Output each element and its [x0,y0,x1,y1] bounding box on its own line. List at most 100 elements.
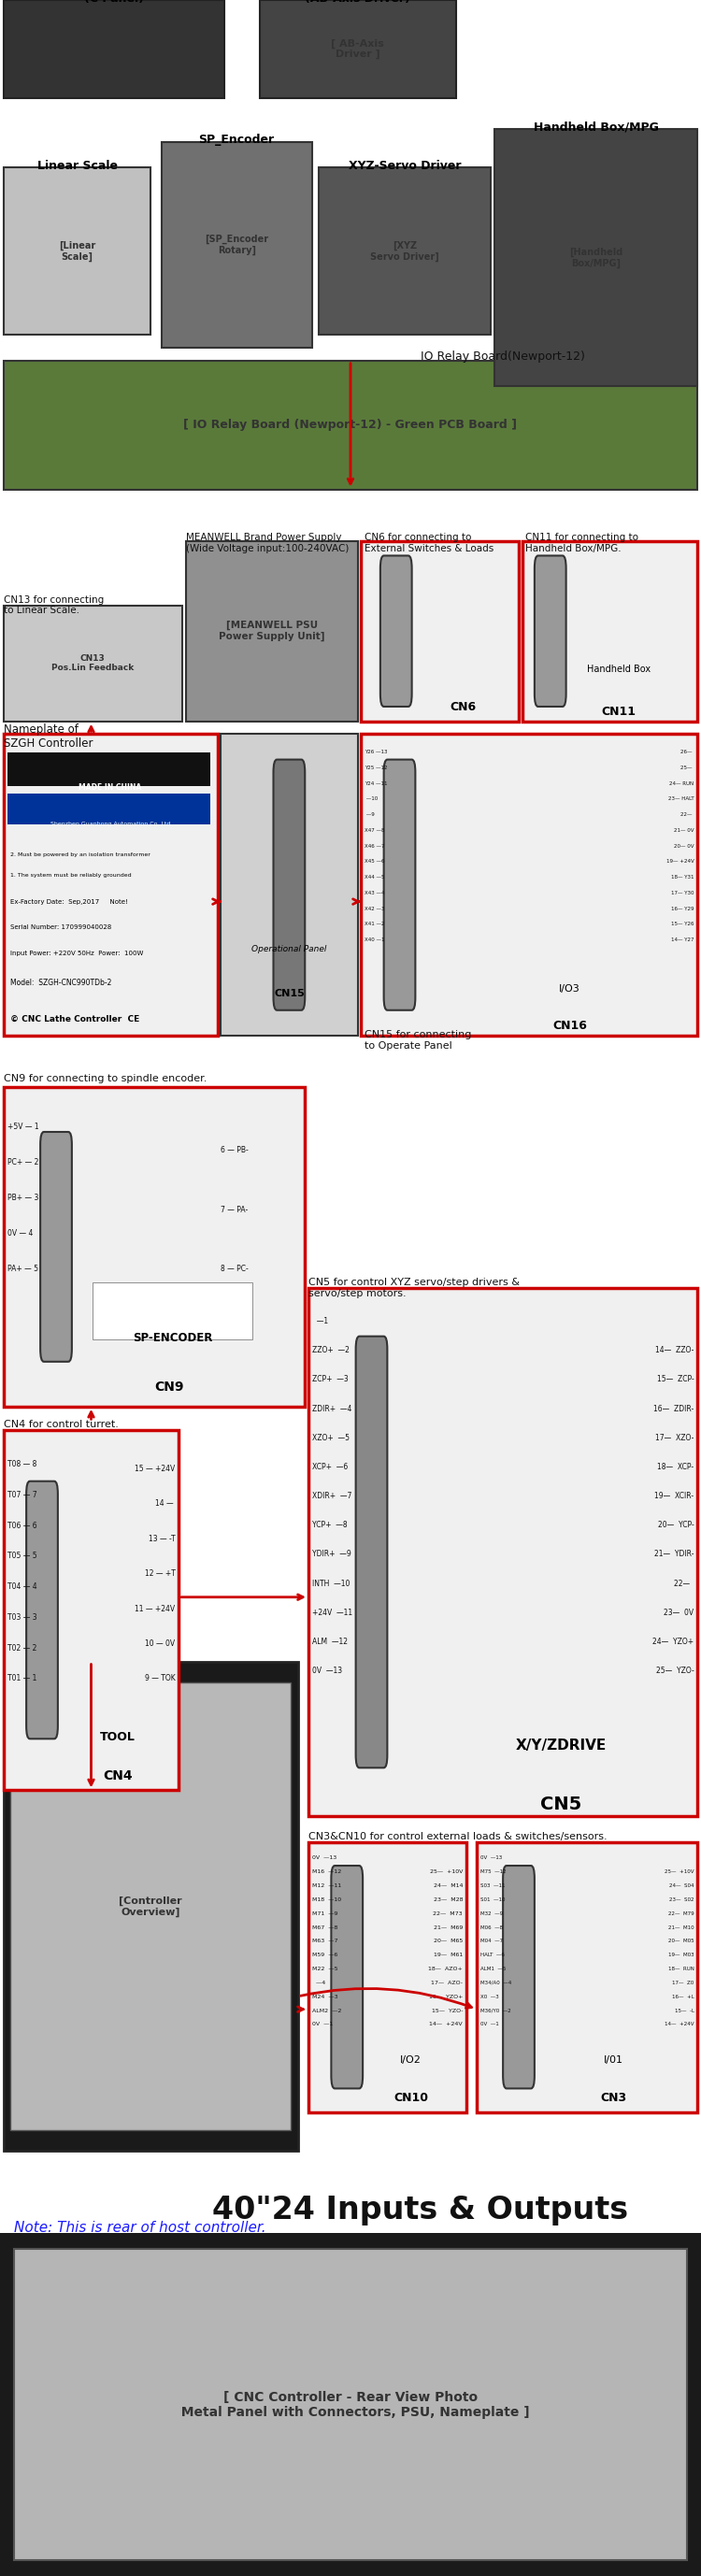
Text: CN13
Pos.Lin Feedback: CN13 Pos.Lin Feedback [52,654,134,672]
Text: 16— Y29: 16— Y29 [671,907,694,912]
FancyBboxPatch shape [356,1337,388,1767]
Text: M22  —5: M22 —5 [312,1965,338,1971]
Text: X42 —3: X42 —3 [365,907,385,912]
Text: 13 — -T: 13 — -T [149,1535,175,1543]
Text: T07 — 7: T07 — 7 [7,1492,36,1499]
FancyBboxPatch shape [494,129,697,386]
Text: SP_Encoder: SP_Encoder [198,134,275,147]
Text: CN13 for connecting
to Linear Scale.: CN13 for connecting to Linear Scale. [4,595,104,616]
Text: [Controller
Overview]: [Controller Overview] [119,1896,182,1917]
Text: 18—  RUN: 18— RUN [668,1965,694,1971]
Text: S01  —10: S01 —10 [480,1899,505,1901]
Text: 6 — PB-: 6 — PB- [221,1146,249,1154]
Text: 7 — PA-: 7 — PA- [221,1206,248,1213]
Text: —10: —10 [365,796,378,801]
Text: M71  —9: M71 —9 [312,1911,338,1917]
Text: 18—  AZO+: 18— AZO+ [428,1965,463,1971]
Text: © CNC Lathe Controller  CE: © CNC Lathe Controller CE [11,1015,139,1023]
Text: CN5: CN5 [540,1795,582,1814]
Text: 25—  +10V: 25— +10V [665,1870,694,1875]
Text: X46 —7: X46 —7 [365,845,385,848]
Text: M67  —8: M67 —8 [312,1924,338,1929]
Text: M04  —7: M04 —7 [480,1940,503,1945]
Text: ALM  —12: ALM —12 [312,1638,348,1646]
Text: T03 — 3: T03 — 3 [7,1613,36,1623]
Text: 24—  M14: 24— M14 [433,1883,463,1888]
FancyBboxPatch shape [384,760,416,1010]
FancyBboxPatch shape [534,556,566,706]
FancyBboxPatch shape [27,1481,57,1739]
Text: ZZO+  —2: ZZO+ —2 [312,1347,349,1355]
Text: 17—  AZO-: 17— AZO- [431,1981,463,1986]
FancyBboxPatch shape [4,1430,179,1790]
Text: 12 — +T: 12 — +T [144,1569,175,1579]
Text: M63  —7: M63 —7 [312,1940,338,1945]
Text: 25—: 25— [681,765,694,770]
Text: 8 — PC-: 8 — PC- [221,1265,249,1273]
Text: 16—  YZO+: 16— YZO+ [428,1994,463,1999]
Text: CN3&CN10 for control external loads & switches/sensors.: CN3&CN10 for control external loads & sw… [308,1832,607,1842]
Text: 40"24 Inputs & Outputs: 40"24 Inputs & Outputs [212,2195,629,2226]
FancyBboxPatch shape [308,1842,466,2112]
Text: Y25 —12: Y25 —12 [365,765,388,770]
FancyBboxPatch shape [4,605,182,721]
Text: CN9 for connecting to spindle encoder.: CN9 for connecting to spindle encoder. [4,1074,207,1084]
FancyBboxPatch shape [4,167,151,335]
Text: Serial Number: 170999040028: Serial Number: 170999040028 [11,925,111,930]
FancyBboxPatch shape [14,2249,687,2561]
Text: 15—  ZCP-: 15— ZCP- [657,1376,694,1383]
FancyBboxPatch shape [161,142,312,348]
Text: PB+ — 3: PB+ — 3 [7,1193,38,1203]
FancyBboxPatch shape [4,361,697,489]
Text: 21—  YDIR-: 21— YDIR- [654,1551,694,1558]
FancyBboxPatch shape [361,734,697,1036]
Text: CN6 for connecting to
External Switches & Loads: CN6 for connecting to External Switches … [365,533,494,554]
Text: M24  —3: M24 —3 [312,1994,338,1999]
Text: MADE IN CHINA: MADE IN CHINA [79,783,142,791]
Text: +24V  —11: +24V —11 [312,1607,352,1618]
Text: I/O3: I/O3 [559,984,580,994]
FancyBboxPatch shape [4,0,224,98]
Text: 23—  S02: 23— S02 [669,1899,694,1901]
Text: T02 — 2: T02 — 2 [7,1643,36,1651]
Text: Operational Panel: Operational Panel [252,945,327,953]
Text: 23—  0V: 23— 0V [664,1607,694,1618]
Text: X44 —5: X44 —5 [365,876,385,881]
Text: T04 — 4: T04 — 4 [7,1582,36,1592]
Text: —4: —4 [312,1981,325,1986]
Text: 24— RUN: 24— RUN [669,781,694,786]
Text: 14—  +24V: 14— +24V [665,2022,694,2027]
Text: 18— Y31: 18— Y31 [671,876,694,881]
Text: 22—  M73: 22— M73 [433,1911,463,1917]
Text: 20—  M65: 20— M65 [433,1940,463,1945]
Text: XDIR+  —7: XDIR+ —7 [312,1492,351,1499]
Text: YDIR+  —9: YDIR+ —9 [312,1551,351,1558]
Text: 9 — TOK: 9 — TOK [144,1674,175,1682]
Text: 19—  XCIR-: 19— XCIR- [655,1492,694,1499]
Text: [ CNC Controller - Rear View Photo
  Metal Panel with Connectors, PSU, Nameplate: [ CNC Controller - Rear View Photo Metal… [172,2391,529,2419]
Text: [SP_Encoder
Rotary]: [SP_Encoder Rotary] [205,234,268,255]
Text: CN6: CN6 [450,701,477,714]
Text: Note: This is rear of host controller.: Note: This is rear of host controller. [14,2221,266,2233]
Text: 17—  XZO-: 17— XZO- [655,1435,694,1443]
Text: 22—  M79: 22— M79 [668,1911,694,1917]
Text: ALM2  —2: ALM2 —2 [312,2009,341,2012]
FancyBboxPatch shape [477,1842,697,2112]
Text: (C Panel): (C Panel) [84,0,144,5]
FancyBboxPatch shape [186,541,358,721]
Text: [Linear
Scale]: [Linear Scale] [59,240,95,263]
Text: 10 — 0V: 10 — 0V [145,1638,175,1649]
Text: 23— HALT: 23— HALT [668,796,694,801]
Text: Ex-Factory Date:  Sep,2017     Note!: Ex-Factory Date: Sep,2017 Note! [11,899,128,904]
Text: X45 —6: X45 —6 [365,860,385,863]
FancyBboxPatch shape [361,541,519,721]
Text: 1. The system must be reliably grounded: 1. The system must be reliably grounded [11,873,132,878]
Text: 0V  —1: 0V —1 [312,2022,333,2027]
Text: X/Y/ZDRIVE: X/Y/ZDRIVE [516,1739,607,1752]
Text: Y26 —13: Y26 —13 [365,750,388,755]
Text: M59  —6: M59 —6 [312,1953,338,1958]
Text: X43 —4: X43 —4 [365,891,385,896]
Text: HALT  —6: HALT —6 [480,1953,505,1958]
Text: X40 —1: X40 —1 [365,938,385,943]
Text: 20—  M05: 20— M05 [668,1940,694,1945]
